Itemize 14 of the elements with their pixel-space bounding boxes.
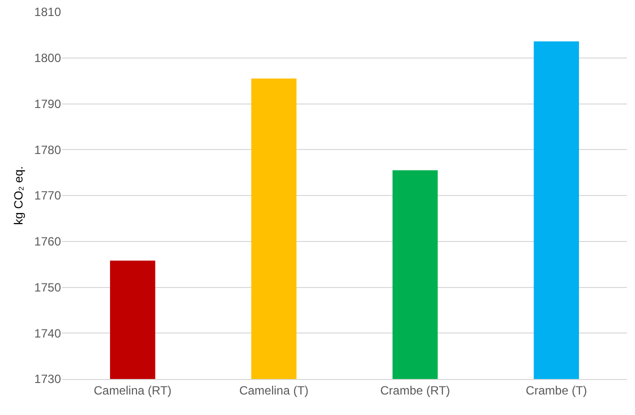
y-tick-label: 1740 [34, 326, 62, 340]
y-tick-label: 1810 [34, 5, 62, 20]
x-tick-label: Crambe (T) [526, 383, 588, 398]
y-tick-label: 1780 [34, 142, 62, 157]
x-tick-label: Camelina (RT) [94, 383, 172, 398]
y-tick-label: 1760 [34, 234, 62, 249]
y-axis-title: kg CO₂ eq. [12, 166, 26, 225]
y-tick-label: 1750 [34, 280, 62, 294]
y-tick-label: 1800 [34, 51, 62, 66]
x-tick-label: Camelina (T) [239, 383, 309, 398]
y-tick-label: 1790 [34, 96, 62, 111]
y-tick-label: 1770 [34, 188, 62, 203]
x-tick-label: Crambe (RT) [380, 383, 450, 398]
y-tick-label: 1730 [34, 372, 62, 386]
